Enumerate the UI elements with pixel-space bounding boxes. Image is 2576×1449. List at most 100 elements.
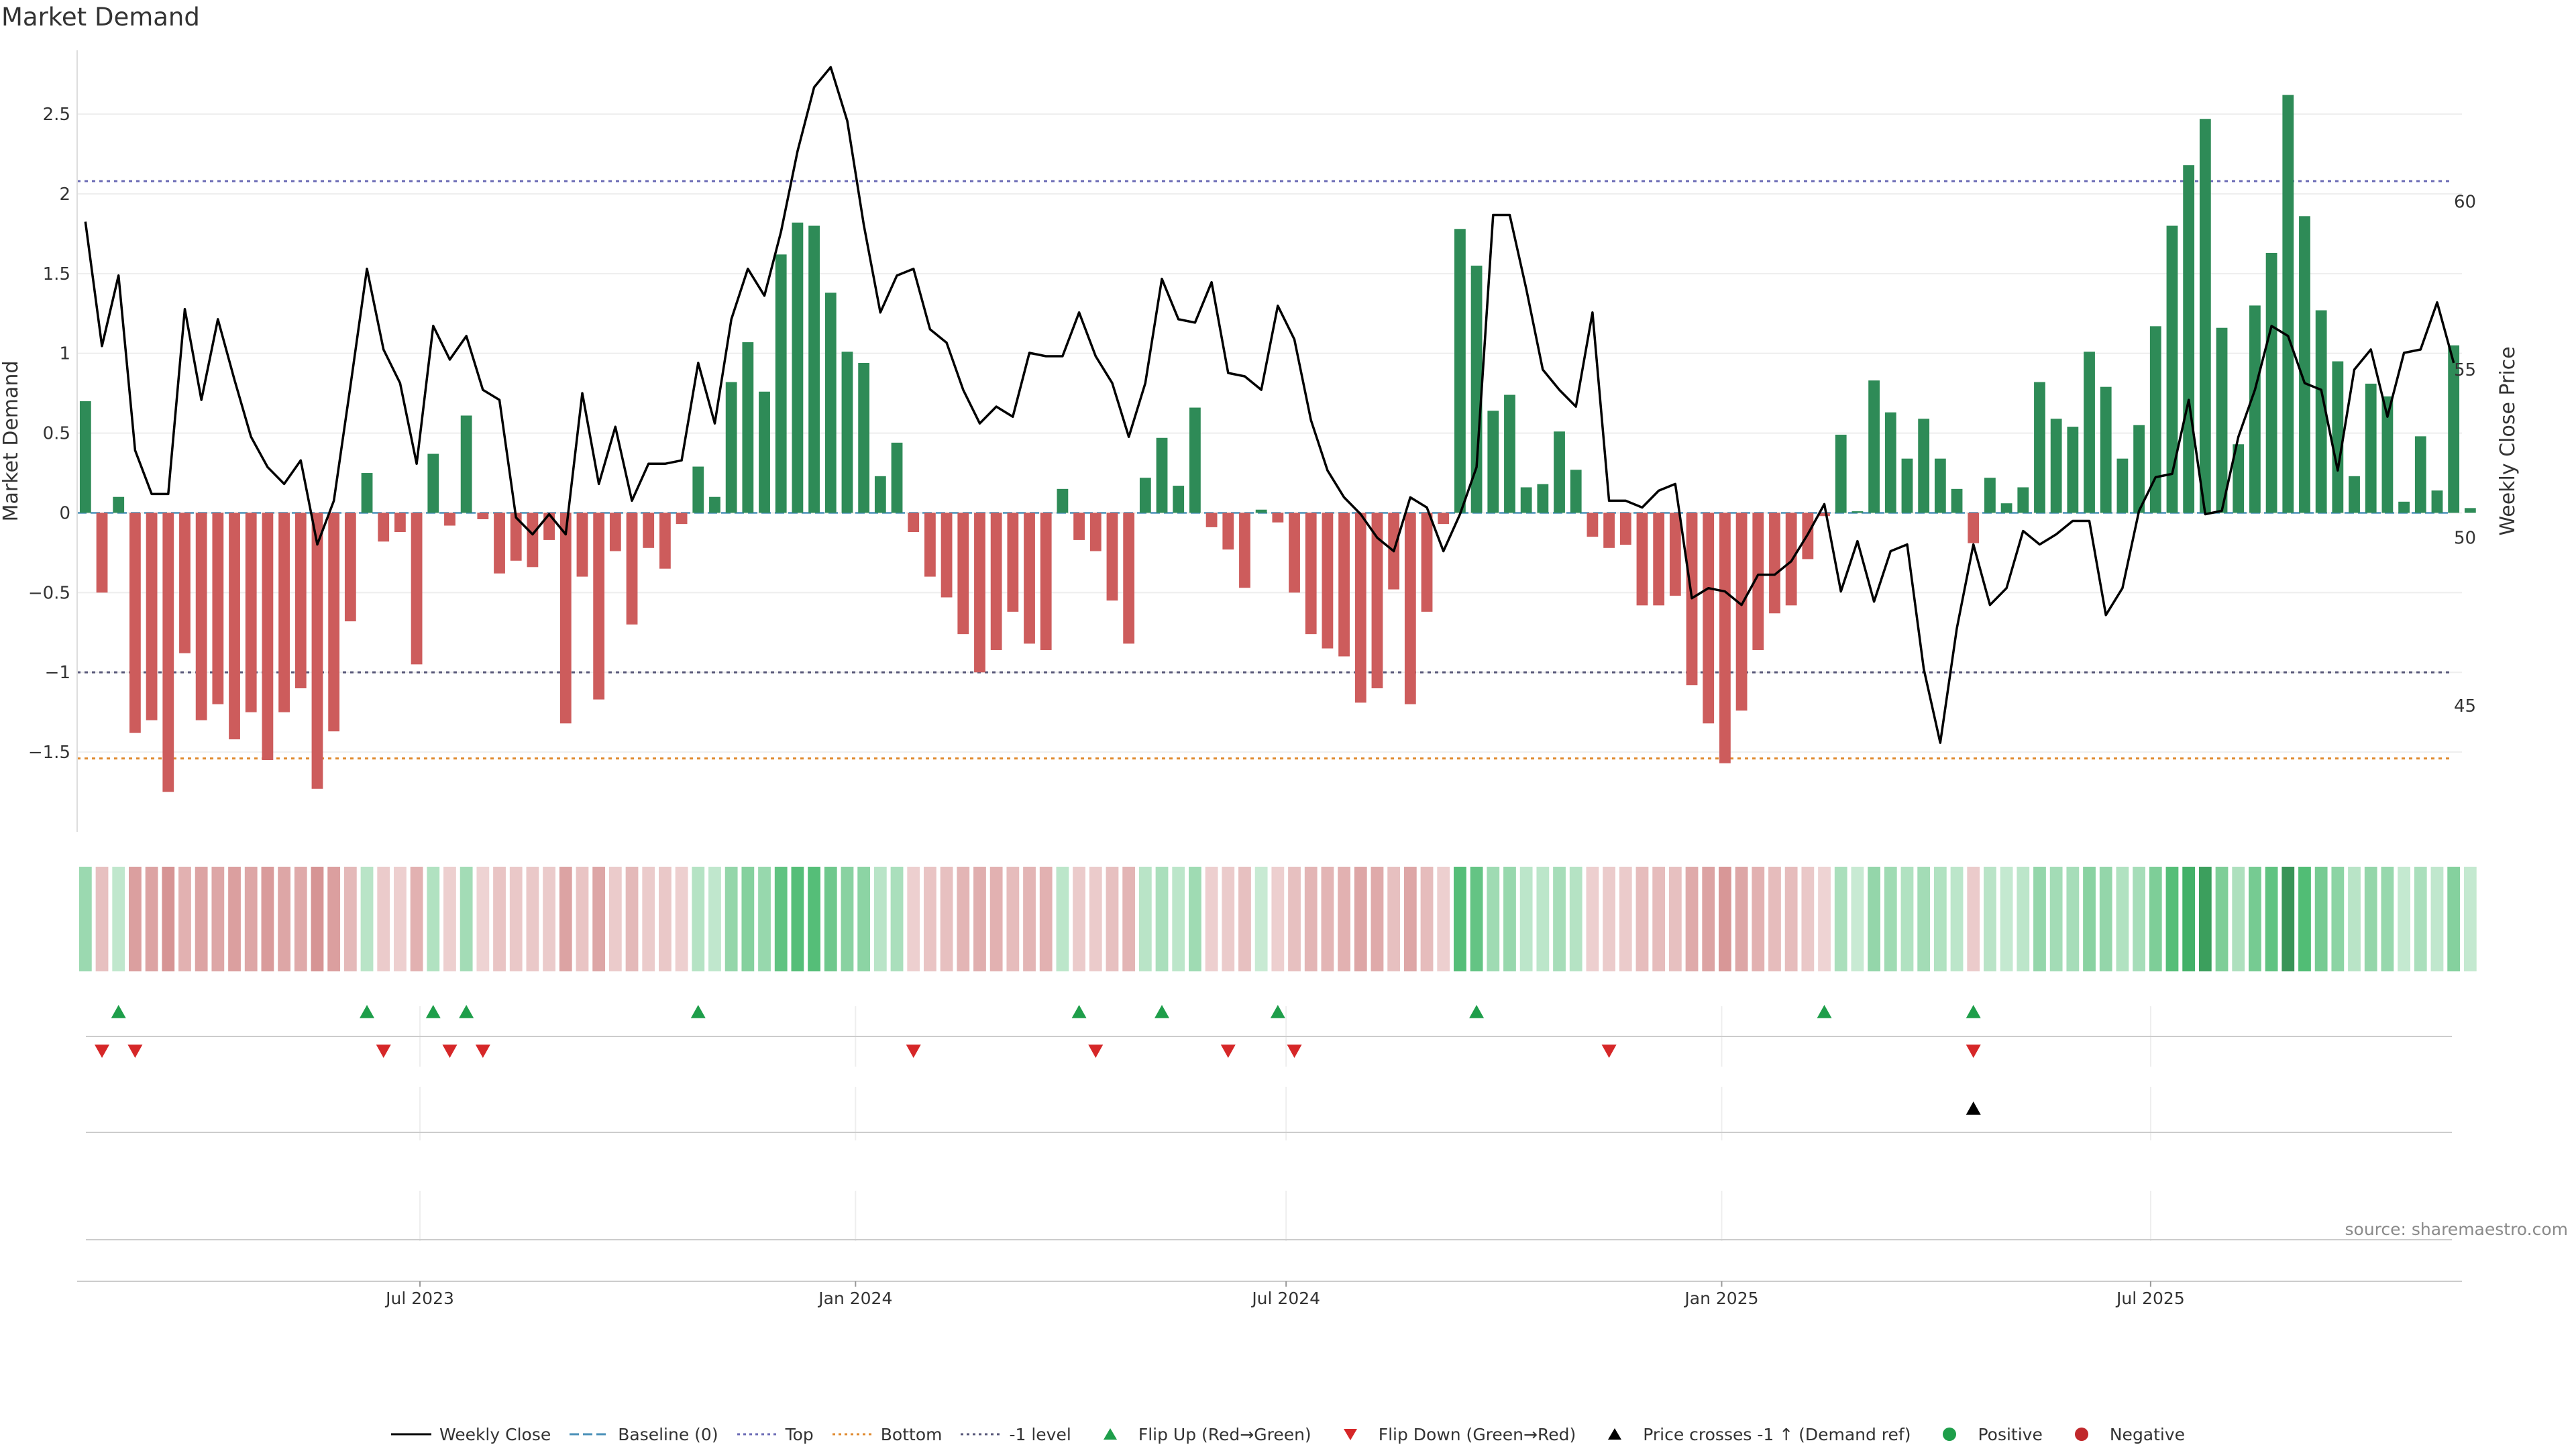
heat-cell <box>261 867 274 971</box>
heat-cell <box>129 867 142 971</box>
heat-cell <box>1354 867 1367 971</box>
heat-cell <box>2430 867 2444 971</box>
demand-bar <box>1404 513 1416 704</box>
heat-cell <box>1553 867 1566 971</box>
demand-bar <box>2448 345 2460 513</box>
demand-bar <box>212 513 224 704</box>
legend-item-negative: Negative <box>2061 1425 2185 1444</box>
heat-cell <box>1752 867 1765 971</box>
demand-bar <box>2116 458 2129 513</box>
demand-bar <box>2414 436 2426 513</box>
heat-cell <box>1933 867 1947 971</box>
demand-bar <box>294 513 307 689</box>
heat-cell <box>427 867 440 971</box>
demand-bar <box>1421 513 1433 612</box>
heat-cell <box>2265 867 2278 971</box>
heat-cell <box>343 867 357 971</box>
demand-bar <box>2084 352 2095 513</box>
legend-item-cross: Price crosses -1 ↑ (Demand ref) <box>1595 1425 1911 1444</box>
heat-cell <box>1503 867 1516 971</box>
legend-item-level: -1 level <box>961 1425 1071 1444</box>
heat-cell <box>1138 867 1152 971</box>
demand-bar <box>494 513 505 574</box>
heat-cell <box>1603 867 1615 971</box>
heat-cell <box>1006 867 1020 971</box>
heat-cell <box>394 867 407 971</box>
flip-down-marker <box>906 1044 921 1058</box>
demand-bar <box>974 513 985 673</box>
heat-cell <box>1884 867 1897 971</box>
flip-up-marker <box>1966 1005 1981 1018</box>
heat-cell <box>1387 867 1401 971</box>
weekly-close-line <box>84 66 2455 744</box>
demand-bar <box>2233 444 2245 513</box>
demand-bar <box>676 513 688 525</box>
demand-bar <box>245 513 257 712</box>
y2-tick-label: 55 <box>2454 360 2476 380</box>
heat-cell <box>1900 867 1914 971</box>
triangle-icon <box>1595 1426 1635 1442</box>
demand-bar <box>874 476 886 513</box>
heat-cell <box>1205 867 1218 971</box>
heat-cell <box>2165 867 2179 971</box>
heat-cell <box>1702 867 1715 971</box>
demand-bar <box>1454 229 1466 513</box>
demand-bar <box>378 513 390 542</box>
heat-cell <box>1254 867 1268 971</box>
heat-cell <box>2232 867 2245 971</box>
legend-label: -1 level <box>1009 1424 1071 1444</box>
demand-bar <box>1653 513 1665 606</box>
heat-cell <box>493 867 506 971</box>
heat-cell <box>327 867 341 971</box>
demand-bar <box>179 513 191 653</box>
flip-down-marker <box>1220 1044 1236 1058</box>
heat-cell <box>841 867 854 971</box>
heat-cell <box>2000 867 2013 971</box>
demand-bar <box>957 513 969 635</box>
heat-cell <box>1917 867 1931 971</box>
heat-cell <box>2049 867 2063 971</box>
legend-item-baseline: Baseline (0) <box>570 1425 718 1444</box>
dot-icon <box>1929 1426 1970 1442</box>
demand-bar <box>1123 513 1135 644</box>
demand-bar <box>2034 382 2045 513</box>
demand-bar <box>1918 419 1930 513</box>
demand-bar <box>1438 513 1450 525</box>
heat-cell <box>2463 867 2477 971</box>
flip-down-marker <box>442 1044 458 1058</box>
heat-cell <box>1801 867 1815 971</box>
demand-bar <box>2000 503 2012 513</box>
heat-cell <box>1155 867 1169 971</box>
heat-cell <box>2116 867 2129 971</box>
demand-bar <box>941 513 953 598</box>
demand-bar <box>908 513 920 533</box>
x-tick-label: Jan 2025 <box>1683 1289 1758 1308</box>
demand-bar <box>361 473 373 513</box>
heat-cell <box>2398 867 2410 971</box>
heat-cell <box>1487 867 1500 971</box>
weekly-close-line <box>84 66 2455 744</box>
demand-bar <box>1603 513 1615 548</box>
flip-up-marker <box>425 1005 441 1018</box>
demand-bar <box>990 513 1002 650</box>
heat-cell <box>1304 867 1318 971</box>
demand-bar <box>1106 513 1118 601</box>
demand-bar <box>1173 486 1185 513</box>
axes: −1.5 −1 −0.5 0 0.5 1 1.5 2 2.5 45 50 55 60 Market Dem… <box>0 50 2520 1308</box>
heat-cell <box>1668 867 1682 971</box>
heat-cell <box>1189 867 1201 971</box>
heat-cell <box>1950 867 1964 971</box>
demand-bar <box>2332 361 2344 513</box>
flip-up-marker <box>360 1005 375 1018</box>
demand-bar <box>2249 305 2261 513</box>
y2-tick-label: 50 <box>2454 529 2476 549</box>
demand-bar <box>559 513 572 724</box>
demand-bar <box>1619 513 1631 545</box>
heat-cell <box>824 867 837 971</box>
demand-bar <box>1520 487 1532 513</box>
flip-up-marker <box>459 1005 474 1018</box>
dot-icon <box>2061 1426 2102 1442</box>
x-tick-label: Jul 2025 <box>2115 1289 2185 1308</box>
heat-cell <box>1271 867 1285 971</box>
